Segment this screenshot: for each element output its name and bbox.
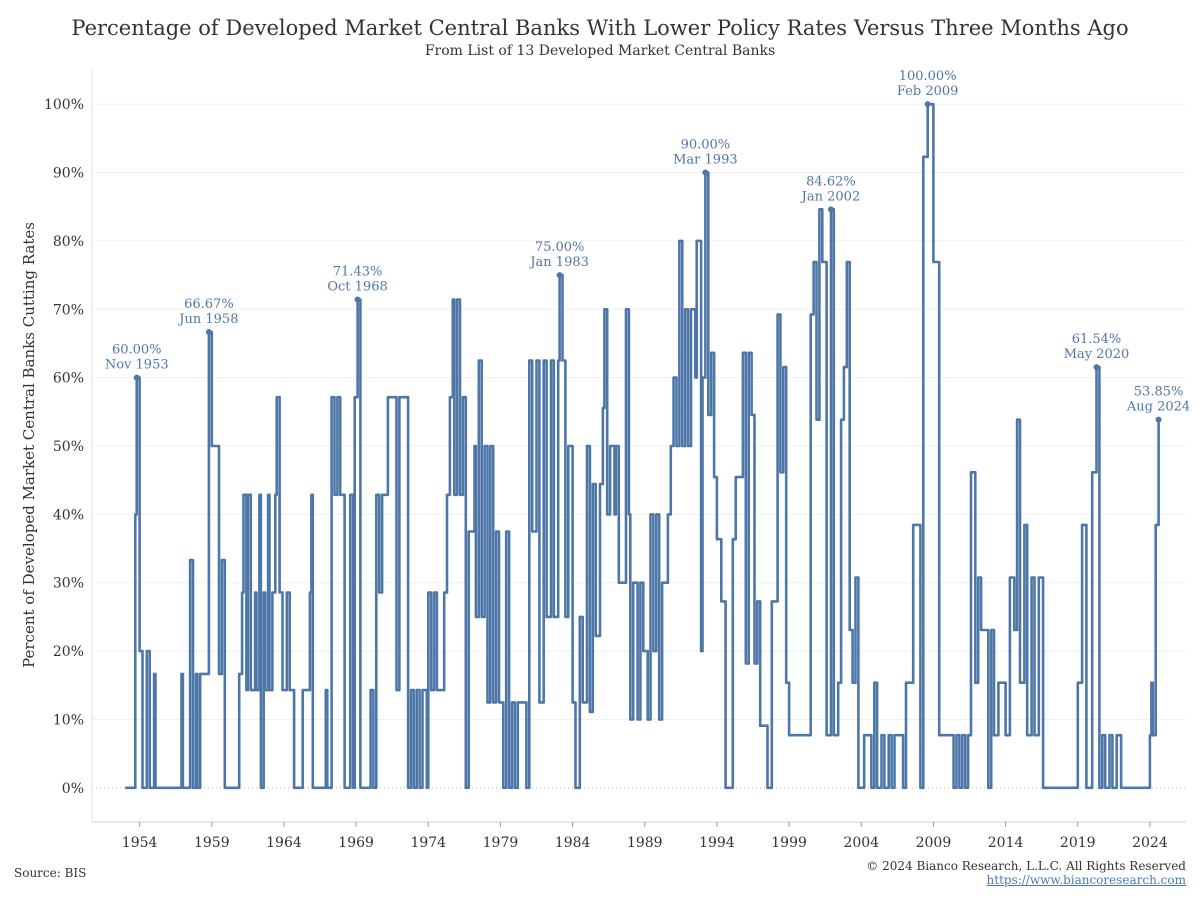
x-tick-label: 1959 (194, 835, 230, 851)
x-tick-label: 1974 (410, 835, 446, 851)
axes (91, 70, 1186, 827)
y-tick-label: 90% (53, 166, 84, 182)
x-tick-label: 2004 (843, 835, 879, 851)
y-axis-label: Percent of Developed Market Central Bank… (20, 222, 38, 668)
data-series (125, 102, 1160, 790)
peak-date-label: Aug 2024 (1126, 400, 1190, 415)
y-tick-label: 30% (53, 576, 84, 592)
peak-marker (133, 374, 140, 381)
peak-marker (1093, 364, 1100, 371)
peak-date-label: Feb 2009 (897, 84, 959, 99)
peak-marker (556, 272, 563, 279)
y-tick-label: 70% (53, 302, 84, 318)
website-link[interactable]: https://www.biancoresearch.com (986, 873, 1186, 887)
tick-labels: 0% 10% 20% 30% 40% 50% 60% 70% 80% 90% 100% 1954 195… (44, 97, 1168, 851)
y-tick-label: 80% (53, 234, 84, 250)
peak-date-label: Oct 1968 (327, 279, 387, 294)
peak-date-label: Jun 1958 (177, 312, 238, 327)
peak-value-label: 71.43% (333, 264, 383, 279)
series-line (125, 102, 1160, 790)
peak-date-label: Mar 1993 (673, 153, 738, 168)
x-tick-label: 2009 (916, 835, 952, 851)
peak-marker (354, 296, 361, 303)
y-tick-label: 60% (53, 371, 84, 387)
y-tick-label: 20% (53, 644, 84, 660)
peak-marker (924, 101, 931, 108)
peak-date-label: Nov 1953 (105, 358, 169, 373)
x-tick-label: 2014 (988, 835, 1024, 851)
x-tick-label: 1984 (555, 835, 591, 851)
peak-date-label: Jan 2002 (800, 189, 861, 204)
chart-subtitle: From List of 13 Developed Market Central… (424, 43, 776, 59)
x-tick-label: 1954 (122, 835, 158, 851)
peak-date-label: Jan 1983 (528, 255, 589, 270)
peak-value-label: 61.54% (1072, 332, 1122, 347)
x-tick-label: 1979 (483, 835, 519, 851)
peak-marker (1155, 416, 1162, 423)
x-tick-label: 2019 (1060, 835, 1096, 851)
x-tick-label: 1969 (338, 835, 374, 851)
peak-value-label: 100.00% (899, 69, 957, 84)
peak-marker (827, 206, 834, 213)
peak-marker (702, 169, 709, 176)
peak-value-label: 53.85% (1134, 385, 1184, 400)
annotations: 60.00%Nov 1953 66.67%Jun 1958 71.43%Oct 19… (105, 69, 1190, 423)
y-tick-label: 10% (53, 712, 84, 728)
y-tick-label: 100% (44, 97, 84, 113)
x-tick-label: 1999 (771, 835, 807, 851)
y-tick-label: 50% (53, 439, 84, 455)
peak-value-label: 60.00% (112, 343, 162, 358)
chart-title: Percentage of Developed Market Central B… (71, 16, 1129, 40)
peak-value-label: 75.00% (535, 240, 585, 255)
x-tick-label: 2024 (1132, 835, 1168, 851)
source-note: Source: BIS (14, 866, 87, 880)
y-tick-label: 40% (53, 507, 84, 523)
peak-value-label: 66.67% (184, 297, 234, 312)
x-tick-label: 1994 (699, 835, 735, 851)
peak-date-label: May 2020 (1064, 347, 1130, 362)
peak-value-label: 90.00% (681, 138, 731, 153)
peak-value-label: 84.62% (806, 174, 856, 189)
copyright-note: © 2024 Bianco Research, L.L.C. All Right… (866, 859, 1186, 873)
x-tick-label: 1964 (266, 835, 302, 851)
y-tick-label: 0% (62, 781, 84, 797)
peak-marker (205, 329, 212, 336)
x-tick-label: 1989 (627, 835, 663, 851)
